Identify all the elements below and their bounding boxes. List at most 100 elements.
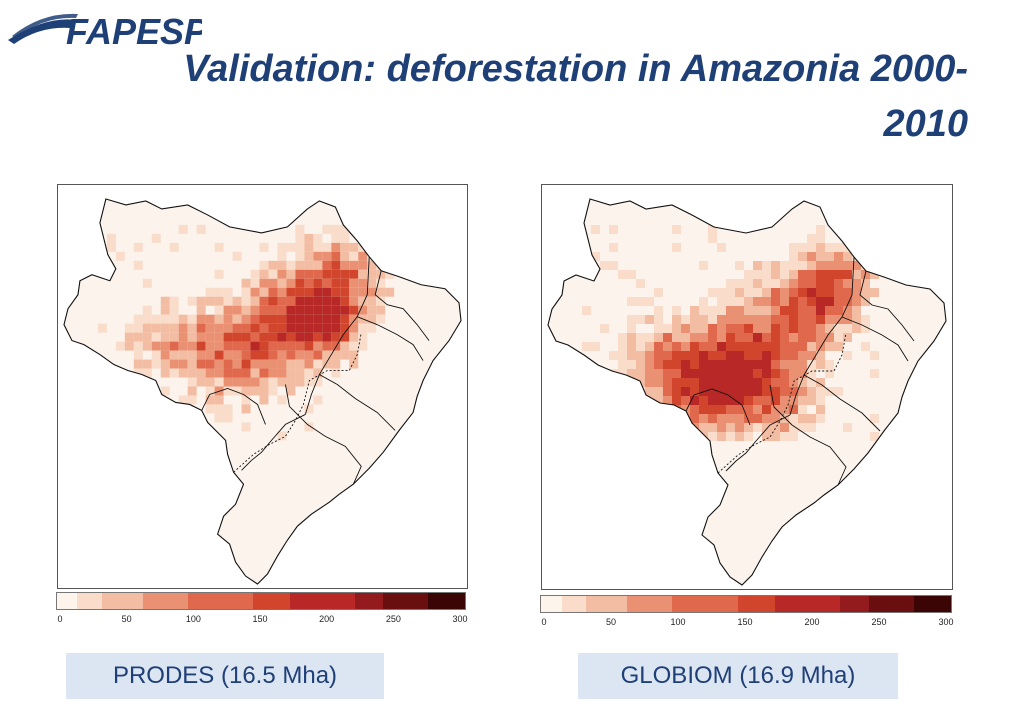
deforestation-cell [852,243,861,252]
deforestation-cell [816,270,825,279]
deforestation-cell [816,333,825,342]
deforestation-cell [654,396,663,405]
deforestation-cell [322,278,332,288]
deforestation-cell [106,242,116,252]
deforestation-cell [726,369,735,378]
deforestation-cell [142,359,152,369]
deforestation-cell [187,386,197,396]
deforestation-cell [753,351,762,360]
deforestation-cell [636,405,645,414]
deforestation-cell [241,386,251,396]
deforestation-cell [825,306,834,315]
deforestation-cell [304,305,314,315]
deforestation-cell [798,360,807,369]
deforestation-cell [726,279,735,288]
color-swatch [77,593,102,609]
deforestation-cell [187,377,197,387]
deforestation-cell [789,315,798,324]
deforestation-cell [807,234,816,243]
deforestation-cell [825,252,834,261]
deforestation-cell [196,332,206,342]
deforestation-cell [816,279,825,288]
deforestation-cell [286,260,296,270]
deforestation-cell [286,341,296,351]
deforestation-cell [789,351,798,360]
deforestation-cell [717,342,726,351]
deforestation-cell [160,341,170,351]
deforestation-cell [304,260,314,270]
deforestation-cell [304,422,314,432]
deforestation-cell [160,314,170,324]
deforestation-cell [277,260,287,270]
deforestation-cell [753,414,762,423]
deforestation-cell [789,369,798,378]
deforestation-cell [789,306,798,315]
deforestation-cell [241,422,251,432]
deforestation-cell [349,269,359,279]
state-boundary [285,384,362,485]
deforestation-cell [232,305,242,315]
deforestation-cell [654,378,663,387]
deforestation-cell [313,287,323,297]
deforestation-cell [744,333,753,342]
deforestation-cell [807,243,816,252]
deforestation-cell [223,413,233,423]
deforestation-cell [232,350,242,360]
deforestation-cell [250,269,260,279]
deforestation-cell [349,296,359,306]
deforestation-cell [205,359,215,369]
deforestation-cell [834,279,843,288]
deforestation-cell [636,396,645,405]
deforestation-map-globiom [547,198,947,586]
deforestation-cell [286,350,296,360]
deforestation-cell [636,360,645,369]
deforestation-cell [600,369,609,378]
deforestation-cell [259,260,269,270]
deforestation-cell [277,251,287,261]
deforestation-cell [142,377,152,387]
state-boundary [374,270,430,341]
deforestation-cell [618,378,627,387]
deforestation-cell [690,360,699,369]
deforestation-cell [744,405,753,414]
deforestation-cell [717,405,726,414]
deforestation-cell [672,360,681,369]
deforestation-cell [717,351,726,360]
deforestation-cell [717,306,726,315]
deforestation-cell [789,297,798,306]
deforestation-cell [798,252,807,261]
deforestation-cell [798,270,807,279]
deforestation-cell [762,369,771,378]
state-boundary [304,256,370,415]
deforestation-cell [807,324,816,333]
color-swatch [868,596,915,612]
color-scale-globiom: 0 50 100 150 200 250 300 [540,595,956,629]
deforestation-cell [259,386,269,396]
deforestation-cell [250,296,260,306]
deforestation-cell [645,360,654,369]
deforestation-cell [214,323,224,333]
deforestation-cell [205,341,215,351]
deforestation-cell [196,359,206,369]
deforestation-cell [376,305,386,315]
deforestation-cell [178,350,188,360]
deforestation-cell [852,306,861,315]
deforestation-cell [268,260,278,270]
deforestation-cell [744,306,753,315]
deforestation-cell [717,360,726,369]
deforestation-cell [816,324,825,333]
deforestation-cell [672,342,681,351]
deforestation-cell [663,378,672,387]
deforestation-cell [286,269,296,279]
color-swatch [737,596,775,612]
deforestation-cell [780,306,789,315]
deforestation-cell [223,359,233,369]
deforestation-cell [232,341,242,351]
deforestation-cell [771,306,780,315]
deforestation-cell [169,341,179,351]
deforestation-cell [169,332,179,342]
deforestation-cell [259,287,269,297]
deforestation-cell [582,360,591,369]
deforestation-cell [277,332,287,342]
deforestation-cell [771,414,780,423]
